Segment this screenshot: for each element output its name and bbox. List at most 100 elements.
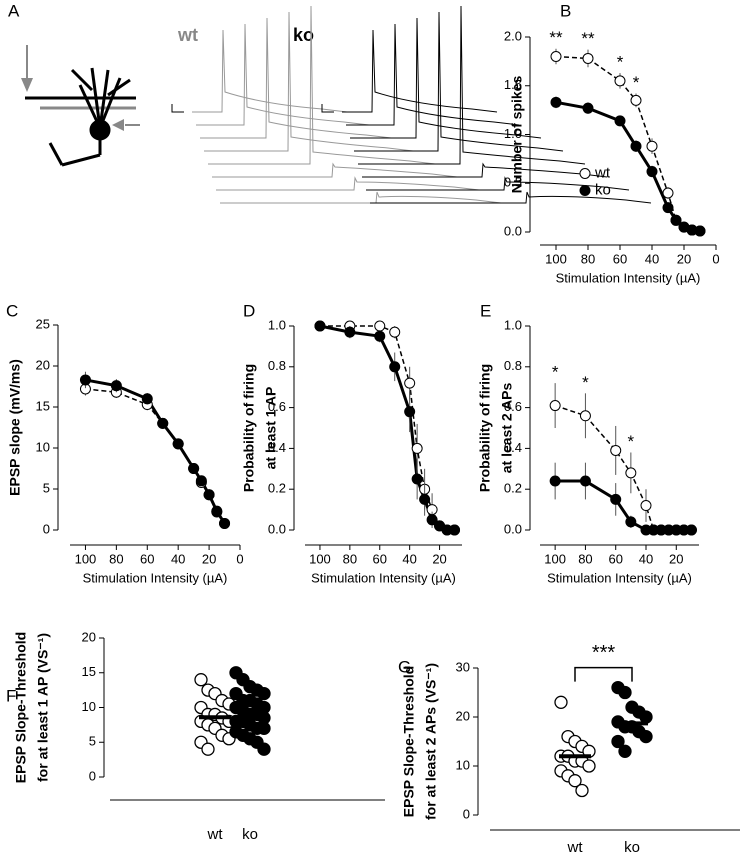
trace xyxy=(346,23,520,126)
legend-label: ko xyxy=(595,181,611,198)
data-point xyxy=(685,524,697,536)
x-tick-label: 40 xyxy=(402,551,416,566)
fit-line xyxy=(555,100,701,233)
data-point xyxy=(219,517,231,529)
x-tick-label: 80 xyxy=(578,551,592,566)
significance: * xyxy=(617,53,624,72)
x-tick-label: 100 xyxy=(75,551,97,566)
data-point xyxy=(257,686,271,701)
data-point xyxy=(550,51,562,62)
data-point xyxy=(141,393,153,405)
y-tick-label: 0 xyxy=(463,806,470,821)
trace xyxy=(208,5,436,165)
data-point xyxy=(194,673,208,687)
x-tick-label: 80 xyxy=(343,551,357,566)
data-point xyxy=(404,377,416,389)
y-tick-label: 10 xyxy=(456,757,470,772)
data-point xyxy=(79,374,91,386)
y-tick-label: 15 xyxy=(82,664,96,679)
x-tick-label: 60 xyxy=(613,251,627,266)
y-tick-label: 15 xyxy=(36,398,50,413)
fit-line xyxy=(319,325,455,531)
x-tick-label: 20 xyxy=(432,551,446,566)
data-point xyxy=(618,744,632,758)
data-point xyxy=(610,493,622,505)
y-tick-label: 0.6 xyxy=(504,399,522,414)
fit-line xyxy=(85,378,226,525)
x-tick-label: ko xyxy=(242,826,258,843)
trace-label: wt xyxy=(177,25,198,45)
trace xyxy=(216,176,480,191)
panel-label: C xyxy=(6,301,18,320)
data-point xyxy=(374,330,386,342)
y-axis-label: for at least 2 APs (VS⁻¹) xyxy=(423,663,439,820)
x-tick-label: wt xyxy=(207,826,224,843)
data-point xyxy=(630,140,642,152)
x-axis-label: Stimulation Intensity (µA) xyxy=(311,570,456,585)
y-axis-label: for at least 1 AP (VS⁻¹) xyxy=(35,633,51,782)
scale-bar xyxy=(321,104,334,113)
y-tick-label: 20 xyxy=(82,629,96,644)
data-point xyxy=(662,202,674,214)
data-point xyxy=(203,489,215,501)
x-tick-label: 100 xyxy=(545,251,567,266)
x-axis-label: Stimulation Intensity (µA) xyxy=(556,270,701,285)
data-point xyxy=(568,774,582,788)
data-point xyxy=(404,406,416,418)
significance: *** xyxy=(592,642,616,664)
y-tick-label: 0 xyxy=(43,521,50,536)
data-point xyxy=(257,742,271,756)
data-point xyxy=(389,326,401,338)
legend-marker xyxy=(579,185,591,196)
y-tick-label: 1.0 xyxy=(504,317,522,332)
data-point xyxy=(630,94,642,106)
y-tick-label: 1.0 xyxy=(268,317,286,332)
fit-line xyxy=(319,324,455,532)
y-tick-label: 0.5 xyxy=(504,175,522,190)
x-tick-label: 20 xyxy=(677,251,691,266)
trace xyxy=(196,23,370,126)
y-tick-label: 0 xyxy=(89,768,96,783)
trace xyxy=(358,5,586,165)
data-point xyxy=(157,417,169,429)
x-tick-label: 40 xyxy=(171,551,185,566)
fit-line xyxy=(555,479,692,532)
x-tick-label: 80 xyxy=(581,251,595,266)
trace xyxy=(342,29,498,113)
data-point xyxy=(610,444,622,456)
y-axis-label: Probability of firing xyxy=(241,364,257,492)
y-tick-label: 1.0 xyxy=(504,126,522,141)
data-point xyxy=(201,742,215,756)
panel-label: F xyxy=(6,686,16,705)
x-tick-label: 100 xyxy=(309,551,331,566)
panel-label: B xyxy=(560,1,571,20)
y-axis-label: at least 2 APs xyxy=(499,383,515,474)
trace-label: ko xyxy=(293,25,314,45)
significance: ** xyxy=(581,29,595,48)
x-tick-label: wt xyxy=(567,839,584,856)
data-point xyxy=(614,115,626,127)
data-point xyxy=(640,500,652,512)
data-point xyxy=(257,721,271,735)
data-point xyxy=(625,516,637,528)
y-tick-label: 0.6 xyxy=(268,399,286,414)
y-tick-label: 2.0 xyxy=(504,28,522,43)
x-tick-label: 60 xyxy=(140,551,154,566)
y-tick-label: 0.0 xyxy=(504,223,522,238)
scale-bar xyxy=(171,104,184,113)
trace xyxy=(192,29,348,113)
significance: * xyxy=(582,373,589,392)
data-point xyxy=(411,442,423,454)
data-point xyxy=(646,140,658,152)
trace xyxy=(350,17,542,139)
y-axis-label: EPSP slope (mV/ms) xyxy=(7,359,23,496)
data-point xyxy=(614,75,626,87)
data-point xyxy=(419,493,431,505)
trace xyxy=(354,11,564,152)
data-point xyxy=(618,685,632,700)
data-point xyxy=(582,52,594,64)
x-tick-label: 0 xyxy=(236,551,243,566)
data-point xyxy=(550,96,562,108)
y-tick-label: 25 xyxy=(36,316,50,331)
traces xyxy=(171,5,652,204)
